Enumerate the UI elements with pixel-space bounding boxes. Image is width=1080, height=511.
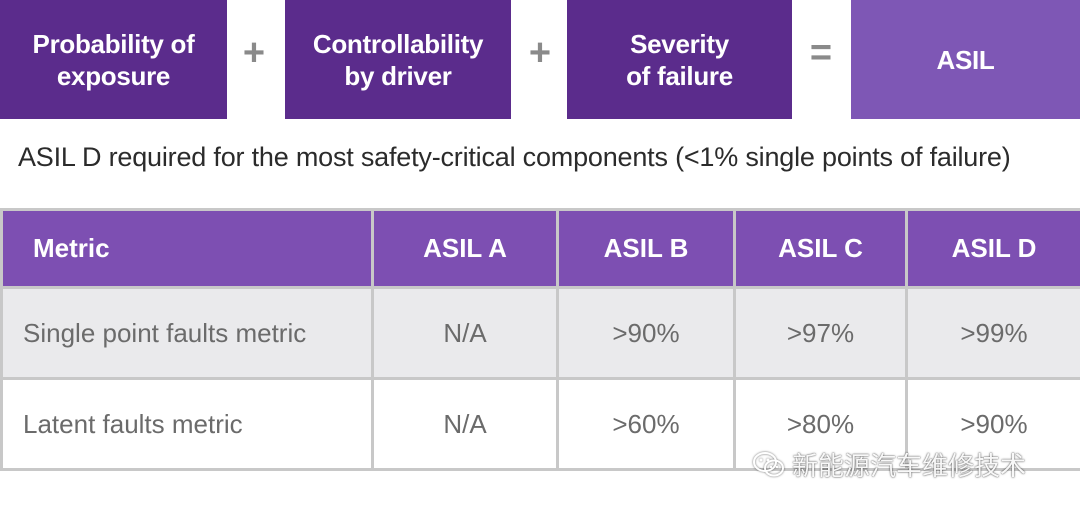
watermark: 新能源汽车维修技术 (752, 446, 1026, 483)
term-line: of failure (626, 60, 733, 91)
header-metric: Metric (0, 208, 374, 289)
cell-asil-a: N/A (371, 377, 559, 471)
header-asil-a: ASIL A (371, 208, 559, 289)
cell-asil-b: >60% (556, 377, 736, 471)
metric-name: Single point faults metric (0, 286, 374, 380)
term-probability-of-exposure: Probability of exposure (0, 0, 227, 119)
table-row: Latent faults metric N/A >60% >80% >90% (0, 377, 1080, 471)
cell-asil-c: >97% (733, 286, 908, 380)
table-header-row: Metric ASIL A ASIL B ASIL C ASIL D (0, 208, 1080, 289)
term-line: by driver (344, 60, 452, 91)
plus-operator: + (242, 32, 266, 74)
header-asil-b: ASIL B (556, 208, 736, 289)
table-row: Single point faults metric N/A >90% >97%… (0, 286, 1080, 380)
cell-asil-c: >80% (733, 377, 908, 471)
term-line: Severity (630, 28, 729, 59)
term-line: Controllability (312, 28, 484, 59)
header-asil-d: ASIL D (905, 208, 1080, 289)
term-line: exposure (56, 60, 171, 91)
term-severity-of-failure: Severity of failure (567, 0, 792, 119)
asil-metrics-table: Metric ASIL A ASIL B ASIL C ASIL D Singl… (0, 208, 1080, 471)
term-controllability-by-driver: Controllability by driver (285, 0, 511, 119)
plus-operator: + (528, 32, 552, 74)
term-line: Probability of (32, 28, 195, 59)
wechat-icon (753, 451, 784, 476)
result-asil: ASIL (851, 0, 1080, 119)
cell-asil-b: >90% (556, 286, 736, 380)
watermark-text: 新能源汽车维修技术 (792, 452, 1027, 482)
subtitle: ASIL D required for the most safety-crit… (18, 142, 1011, 172)
header-asil-c: ASIL C (733, 208, 908, 289)
cell-asil-a: N/A (371, 286, 559, 380)
metric-name: Latent faults metric (0, 377, 374, 471)
result-label: ASIL (936, 44, 995, 75)
cell-asil-d: >90% (905, 377, 1080, 471)
equals-operator: = (809, 32, 833, 74)
cell-asil-d: >99% (905, 286, 1080, 380)
